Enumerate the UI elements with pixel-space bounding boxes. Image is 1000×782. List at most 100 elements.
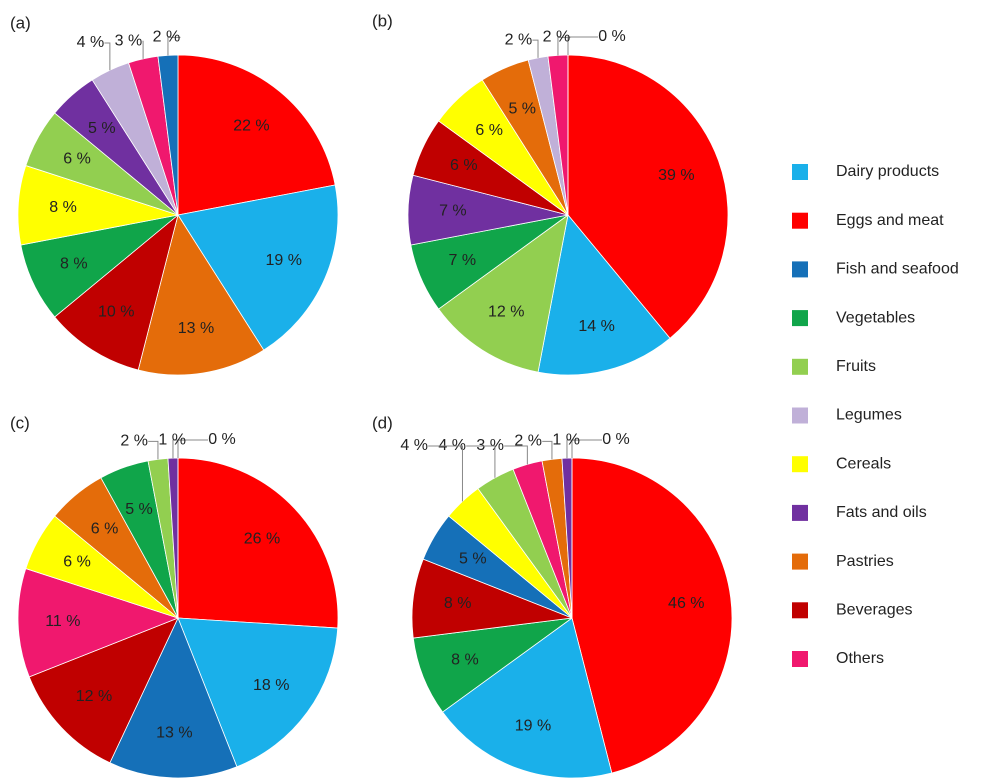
- value-label: 10 %: [98, 303, 134, 320]
- value-label: 7 %: [439, 203, 467, 220]
- value-label: 46 %: [668, 595, 704, 612]
- leader-line: [104, 42, 111, 71]
- value-label: 0 %: [208, 431, 236, 448]
- chart-title: (c): [10, 413, 30, 432]
- pie: [17, 54, 339, 376]
- value-label: 1 %: [552, 431, 580, 448]
- pie-slice: [177, 457, 339, 629]
- legend-label: Fish and seafood: [836, 261, 959, 278]
- value-label: 4 %: [400, 437, 428, 454]
- value-label: 19 %: [515, 718, 551, 735]
- value-label: 0 %: [602, 431, 630, 448]
- pie-slice: [571, 457, 733, 774]
- value-label: 14 %: [578, 318, 614, 335]
- value-label: 13 %: [178, 320, 214, 337]
- value-label: 19 %: [265, 252, 301, 269]
- pie-slice: [177, 617, 339, 768]
- pie-slice: [441, 617, 613, 779]
- value-label: 5 %: [125, 501, 153, 518]
- leader-line: [542, 440, 553, 460]
- value-label: 0 %: [598, 28, 626, 45]
- pie: [411, 457, 733, 779]
- legend-label: Dairy products: [836, 163, 939, 180]
- leader-line: [532, 39, 539, 58]
- pie-slice: [28, 617, 179, 764]
- pie-slice: [177, 184, 339, 351]
- pie-slice: [17, 568, 180, 678]
- leader-line: [167, 36, 181, 56]
- legend-swatch: [792, 504, 808, 521]
- legend-swatch: [792, 261, 808, 278]
- pie-slice: [567, 54, 729, 339]
- value-label: 39 %: [658, 167, 694, 184]
- value-label: 6 %: [63, 151, 91, 168]
- legend-swatch: [792, 310, 808, 327]
- leader-line: [172, 439, 187, 459]
- value-label: 2 %: [543, 29, 571, 46]
- pie: [17, 457, 339, 779]
- legend-label: Pastries: [836, 553, 894, 570]
- legend-swatch: [792, 407, 808, 424]
- legend-label: Eggs and meat: [836, 212, 944, 229]
- value-label: 8 %: [49, 199, 77, 216]
- legend-swatch: [792, 456, 808, 473]
- value-label: 4 %: [77, 34, 105, 51]
- value-label: 5 %: [459, 551, 487, 568]
- pie-slice: [137, 214, 265, 376]
- leader-line: [567, 36, 598, 55]
- legend-swatch: [792, 358, 808, 375]
- value-label: 26 %: [244, 530, 280, 547]
- chart-title: (d): [372, 413, 393, 432]
- leader-line: [466, 445, 496, 478]
- legend-swatch: [792, 212, 808, 229]
- value-label: 22 %: [233, 117, 269, 134]
- leader-line: [504, 445, 528, 465]
- value-label: 8 %: [444, 595, 472, 612]
- value-label: 7 %: [448, 252, 476, 269]
- leader-line: [148, 440, 159, 460]
- legend-label: Beverages: [836, 602, 913, 619]
- value-label: 13 %: [156, 724, 192, 741]
- value-label: 6 %: [91, 520, 119, 537]
- value-label: 2 %: [120, 433, 148, 450]
- legend-label: Legumes: [836, 407, 902, 424]
- legend-swatch: [792, 602, 808, 619]
- legend-label: Others: [836, 650, 884, 667]
- value-label: 12 %: [76, 688, 112, 705]
- legend-swatch: [792, 164, 808, 180]
- value-label: 1 %: [158, 431, 186, 448]
- value-label: 2 %: [514, 433, 542, 450]
- leader-line: [566, 439, 581, 459]
- value-label: 8 %: [451, 652, 479, 669]
- legend-swatch: [792, 553, 808, 570]
- chart-title: (b): [372, 11, 393, 30]
- pie-slice: [109, 616, 238, 779]
- legend-label: Cereals: [836, 455, 891, 472]
- pie: [407, 54, 729, 376]
- value-label: 5 %: [88, 120, 116, 137]
- leader-line: [557, 36, 571, 56]
- value-label: 2 %: [153, 29, 181, 46]
- pie-slice: [54, 213, 179, 371]
- legend-label: Fruits: [836, 358, 876, 375]
- value-label: 6 %: [475, 122, 503, 139]
- value-label: 12 %: [488, 303, 524, 320]
- value-label: 6 %: [63, 554, 91, 571]
- legend-swatch: [792, 651, 808, 667]
- value-label: 11 %: [45, 613, 80, 630]
- value-label: 3 %: [115, 33, 143, 50]
- value-label: 5 %: [508, 100, 536, 117]
- chart-title: (a): [10, 13, 31, 32]
- pie-slice: [537, 214, 671, 376]
- legend-label: Vegetables: [836, 309, 915, 326]
- legend-label: Fats and oils: [836, 504, 927, 521]
- pie-slice: [177, 54, 336, 216]
- pie-slice: [437, 214, 569, 373]
- leader-line: [428, 445, 463, 502]
- value-label: 6 %: [450, 157, 478, 174]
- leader-line: [142, 40, 144, 59]
- value-label: 8 %: [60, 255, 88, 272]
- value-label: 2 %: [505, 31, 533, 48]
- value-label: 18 %: [253, 677, 289, 694]
